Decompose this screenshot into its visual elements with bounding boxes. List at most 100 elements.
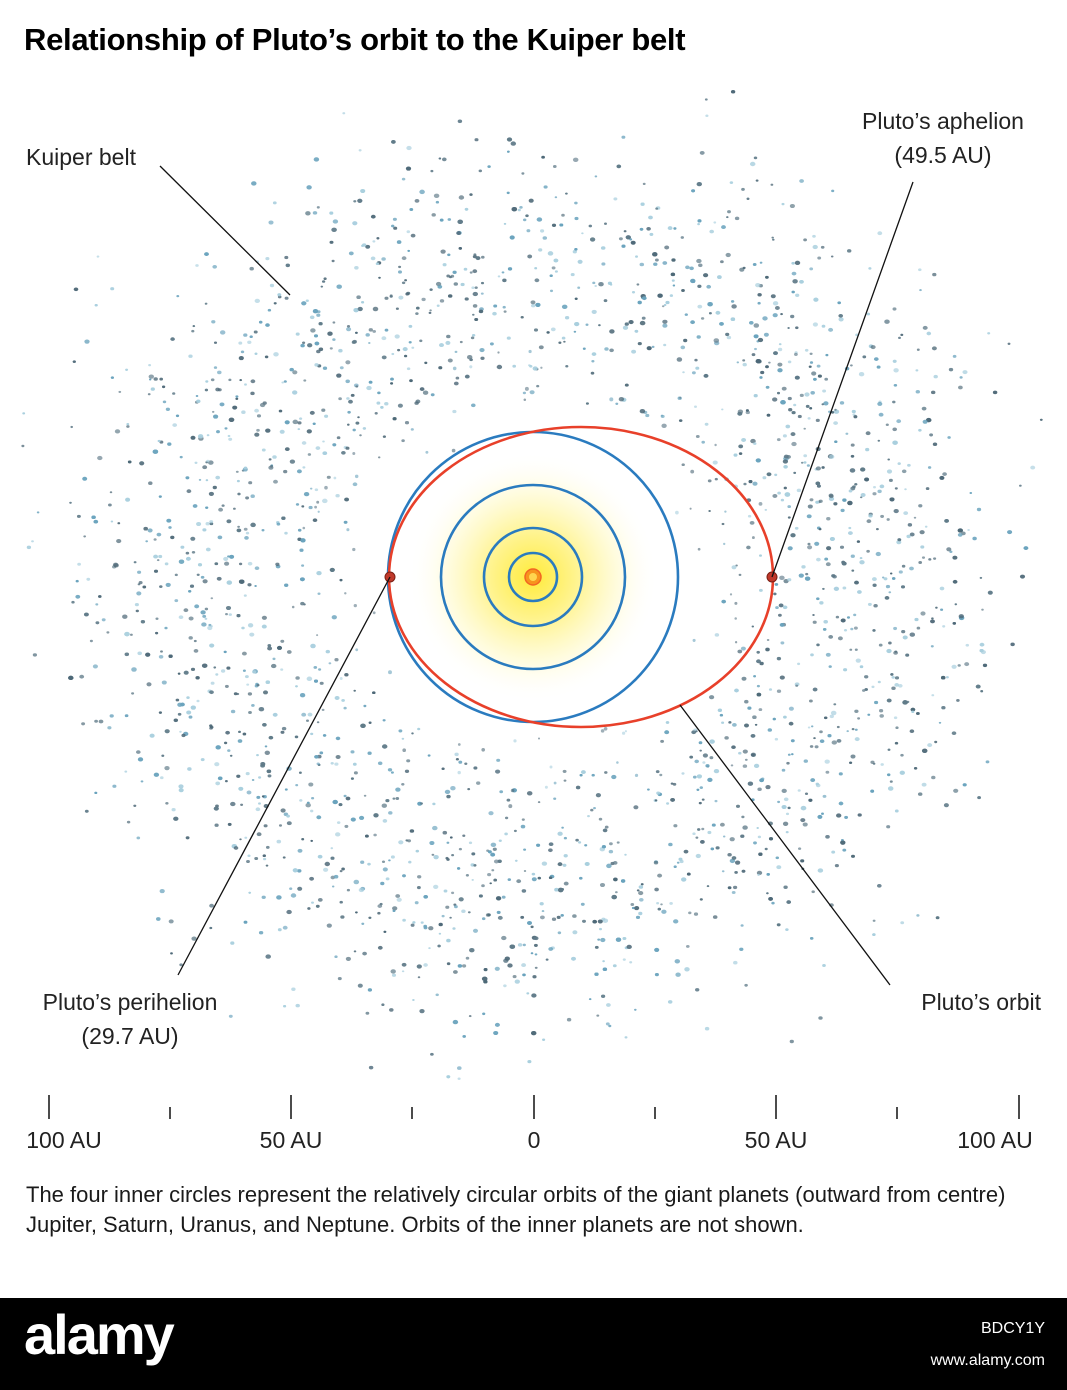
kuiper-object [850, 554, 855, 558]
kuiper-object [846, 616, 851, 619]
kuiper-object [689, 755, 694, 759]
kuiper-object [345, 956, 351, 961]
kuiper-object [454, 752, 459, 757]
kuiper-object [742, 359, 746, 362]
kuiper-object [886, 518, 890, 521]
kuiper-object [866, 312, 871, 316]
kuiper-object [126, 820, 131, 824]
kuiper-object [153, 377, 158, 381]
kuiper-object [516, 879, 522, 884]
kuiper-object [493, 304, 498, 308]
kuiper-object [153, 554, 159, 559]
kuiper-object [298, 771, 302, 774]
kuiper-object [68, 675, 74, 681]
kuiper-object [803, 238, 807, 242]
kuiper-object [272, 455, 277, 459]
kuiper-object [301, 505, 305, 508]
kuiper-object [209, 690, 214, 695]
kuiper-object [985, 760, 990, 764]
kuiper-object [791, 290, 795, 294]
kuiper-object [613, 877, 618, 882]
kuiper-object [669, 901, 673, 905]
kuiper-object [850, 443, 855, 447]
kuiper-object [909, 729, 915, 734]
kuiper-object [574, 297, 578, 300]
kuiper-object [742, 266, 746, 270]
kuiper-object [295, 503, 300, 506]
kuiper-object [927, 466, 932, 469]
kuiper-object [382, 867, 388, 872]
kuiper-object [767, 728, 772, 732]
kuiper-object [346, 327, 352, 332]
kuiper-object [662, 261, 668, 265]
kuiper-object [316, 206, 320, 209]
kuiper-object [574, 216, 579, 221]
kuiper-object [194, 461, 198, 464]
kuiper-object [207, 625, 213, 631]
kuiper-object [691, 371, 696, 375]
kuiper-object [893, 651, 898, 655]
kuiper-object [951, 731, 957, 736]
kuiper-object [368, 342, 371, 344]
kuiper-object [178, 784, 184, 789]
kuiper-belt-leader [159, 165, 291, 296]
kuiper-object [350, 393, 355, 397]
kuiper-object [358, 149, 362, 152]
kuiper-object [575, 838, 579, 842]
kuiper-object [793, 471, 797, 474]
kuiper-object [777, 391, 780, 395]
kuiper-object [944, 519, 949, 523]
kuiper-object [313, 157, 320, 162]
kuiper-object [670, 797, 675, 802]
kuiper-object [283, 1004, 287, 1008]
kuiper-object [697, 547, 701, 551]
kuiper-object [470, 403, 476, 408]
kuiper-object [455, 376, 460, 380]
kuiper-object [838, 801, 844, 806]
kuiper-object [715, 310, 721, 315]
kuiper-object [473, 766, 478, 770]
kuiper-object [734, 870, 738, 874]
kuiper-object [396, 240, 402, 244]
kuiper-object [212, 264, 218, 269]
kuiper-object [933, 374, 938, 379]
kuiper-object [893, 716, 898, 720]
kuiper-object [375, 262, 380, 266]
kuiper-object [719, 321, 724, 326]
kuiper-object [889, 572, 893, 575]
kuiper-object [246, 859, 250, 864]
kuiper-object [202, 465, 208, 470]
kuiper-object [810, 390, 815, 395]
kuiper-object [922, 419, 928, 424]
kuiper-object [787, 396, 792, 401]
kuiper-object [490, 842, 497, 848]
kuiper-object [686, 872, 691, 876]
kuiper-object [433, 854, 439, 860]
kuiper-object [897, 538, 902, 542]
kuiper-object [280, 668, 284, 671]
kuiper-object [284, 296, 289, 300]
kuiper-object [506, 798, 511, 802]
kuiper-object [546, 331, 550, 334]
kuiper-object [481, 748, 486, 752]
kuiper-object [249, 632, 255, 637]
kuiper-object [930, 619, 935, 624]
kuiper-object [729, 181, 734, 184]
kuiper-object [747, 706, 752, 710]
kuiper-object [795, 293, 800, 297]
kuiper-object [561, 336, 566, 340]
kuiper-object [825, 770, 830, 774]
kuiper-object [828, 494, 834, 499]
kuiper-object [376, 237, 380, 240]
kuiper-object [731, 890, 736, 895]
kuiper-object [898, 683, 903, 688]
kuiper-object [850, 627, 854, 631]
kuiper-object [347, 423, 350, 426]
kuiper-object [168, 526, 172, 529]
kuiper-object [189, 584, 195, 588]
kuiper-object [265, 323, 270, 327]
kuiper-object [343, 794, 347, 798]
kuiper-object [277, 293, 282, 297]
kuiper-object [803, 427, 806, 430]
page-title: Relationship of Pluto’s orbit to the Kui… [24, 22, 686, 57]
